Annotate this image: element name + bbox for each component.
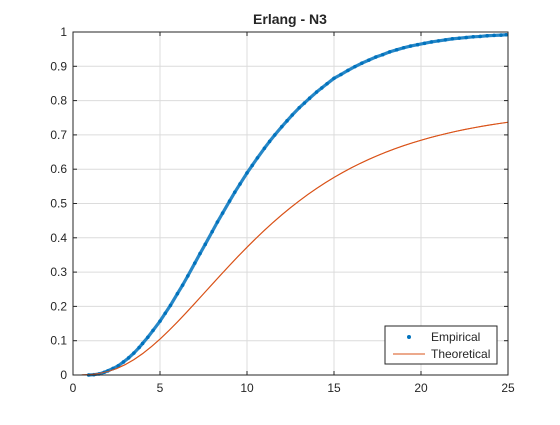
data-point-empirical-30 <box>250 163 255 168</box>
data-point-empirical-28 <box>238 182 242 186</box>
data-point-empirical-46 <box>346 68 350 73</box>
y-tick-label-9: 0.9 <box>50 59 67 73</box>
data-point-empirical-45 <box>339 72 343 77</box>
data-point-empirical-47 <box>353 64 357 69</box>
y-tick-label-8: 0.8 <box>50 94 67 108</box>
data-point-empirical-18 <box>180 283 185 287</box>
data-point-empirical-61 <box>450 37 455 41</box>
data-point-empirical-50 <box>373 55 378 59</box>
y-tick-label-7: 0.7 <box>50 128 67 142</box>
data-point-empirical-15 <box>163 311 168 316</box>
data-point-empirical-65 <box>478 34 482 39</box>
series-line-top-theoretical <box>72 121 509 376</box>
data-point-empirical-17 <box>175 291 180 296</box>
legend-marker-empirical <box>407 335 411 339</box>
data-point-empirical-24 <box>215 220 220 224</box>
data-point-empirical-37 <box>290 113 295 117</box>
data-point-empirical-56 <box>415 42 420 47</box>
data-point-empirical-13 <box>151 328 155 333</box>
legend: Empirical Theoretical <box>384 325 498 365</box>
grid-lines <box>72 31 509 376</box>
data-point-empirical-6 <box>116 363 121 368</box>
series-layer <box>72 32 509 377</box>
data-point-empirical-51 <box>380 52 385 57</box>
data-point-empirical-19 <box>186 274 190 278</box>
data-point-empirical-22 <box>203 242 208 247</box>
data-point-empirical-29 <box>245 171 249 175</box>
data-point-empirical-27 <box>233 190 237 194</box>
data-point-empirical-31 <box>255 156 260 160</box>
data-point-empirical-54 <box>401 45 406 50</box>
x-tick-label-2: 10 <box>240 381 254 395</box>
data-point-empirical-55 <box>408 44 413 48</box>
data-point-empirical-20 <box>193 261 197 265</box>
x-tick-label-4: 20 <box>414 381 428 395</box>
y-tick-label-10: 1 <box>60 25 67 39</box>
chart-title: Erlang - N3 <box>253 11 327 27</box>
y-tick-label-6: 0.6 <box>50 162 67 176</box>
data-point-empirical-36 <box>285 119 289 123</box>
data-point-empirical-23 <box>210 229 214 234</box>
data-point-empirical-25 <box>220 211 225 215</box>
data-point-empirical-67 <box>492 33 496 38</box>
data-point-empirical-10 <box>137 345 141 350</box>
data-point-empirical-33 <box>267 139 272 144</box>
y-tick-label-3: 0.3 <box>50 265 67 279</box>
data-point-empirical-68 <box>499 33 503 37</box>
data-point-empirical-7 <box>121 360 126 364</box>
data-point-empirical-8 <box>126 356 131 360</box>
data-point-empirical-43 <box>325 81 329 86</box>
data-point-empirical-64 <box>471 35 476 39</box>
data-point-empirical-69 <box>504 32 509 37</box>
y-tick-label-5: 0.5 <box>50 197 67 211</box>
tick-layer: 0 5 10 15 20 25 0 0.1 0.2 0.3 0.4 0.5 0.6 0.7 0.8 0.9 1 <box>50 25 515 395</box>
data-point-empirical-66 <box>485 33 489 38</box>
data-point-empirical-58 <box>429 40 434 44</box>
data-point-empirical-63 <box>464 35 469 40</box>
data-point-empirical-52 <box>387 50 392 54</box>
data-point-empirical-16 <box>168 303 173 308</box>
data-point-empirical-34 <box>273 133 277 137</box>
data-point-empirical-40 <box>307 96 312 100</box>
data-point-empirical-11 <box>140 341 145 346</box>
data-point-empirical-59 <box>436 39 441 43</box>
x-tick-label-1: 5 <box>157 381 164 395</box>
x-tick-label-0: 0 <box>70 381 77 395</box>
data-point-empirical-39 <box>302 101 307 105</box>
data-point-empirical-62 <box>457 36 462 40</box>
x-tick-label-3: 15 <box>327 381 341 395</box>
y-tick-label-0: 0 <box>60 368 67 382</box>
data-point-empirical-48 <box>360 61 364 66</box>
y-tick-label-1: 0.1 <box>50 334 67 348</box>
data-point-empirical-9 <box>132 351 136 355</box>
data-point-empirical-32 <box>262 146 267 151</box>
data-point-empirical-35 <box>280 124 284 129</box>
y-tick-label-2: 0.2 <box>50 299 67 313</box>
legend-label-empirical: Empirical <box>431 330 480 344</box>
data-point-empirical-12 <box>146 335 150 340</box>
data-point-empirical-60 <box>443 38 448 42</box>
legend-label-theoretical: Theoretical <box>431 347 490 361</box>
data-point-empirical-53 <box>394 48 399 52</box>
data-point-empirical-26 <box>227 199 232 203</box>
data-point-empirical-14 <box>158 319 162 323</box>
legend-box <box>384 325 498 365</box>
data-point-empirical-44 <box>332 76 336 81</box>
data-point-empirical-49 <box>367 58 371 62</box>
y-tick-label-4: 0.4 <box>50 231 67 245</box>
series-trace-empirical <box>87 33 508 377</box>
data-point-empirical-21 <box>198 251 202 256</box>
data-point-empirical-42 <box>320 86 324 90</box>
x-tick-label-5: 25 <box>501 381 515 395</box>
data-point-empirical-38 <box>297 106 302 110</box>
data-point-empirical-57 <box>422 41 427 46</box>
data-point-empirical-41 <box>314 90 319 94</box>
